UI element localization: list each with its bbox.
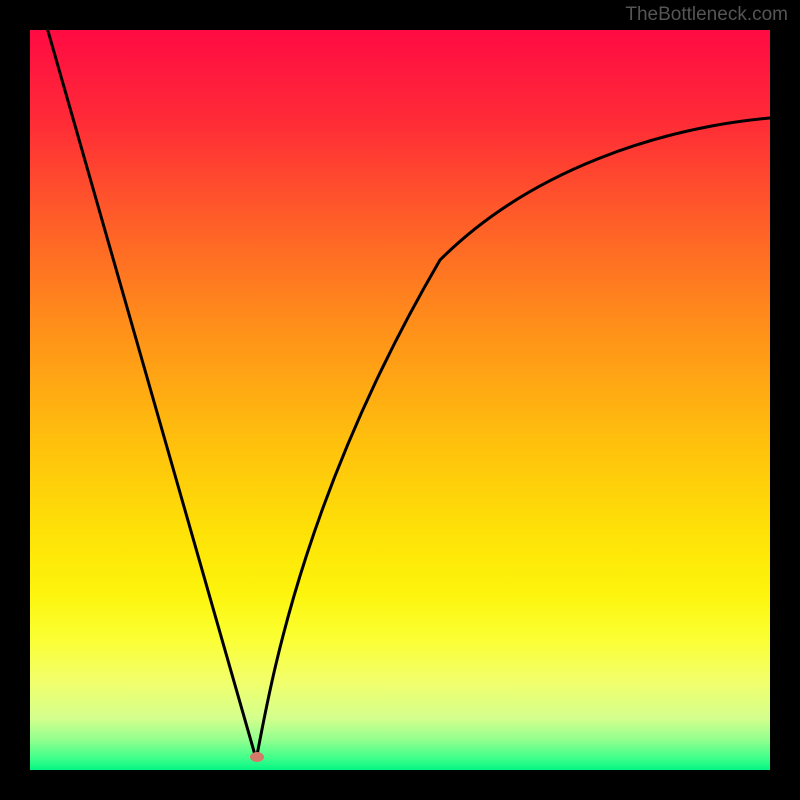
minimum-marker [250,752,264,762]
plot-background [30,30,770,770]
bottleneck-chart [0,0,800,800]
chart-container: TheBottleneck.com [0,0,800,800]
watermark-text: TheBottleneck.com [625,4,788,26]
